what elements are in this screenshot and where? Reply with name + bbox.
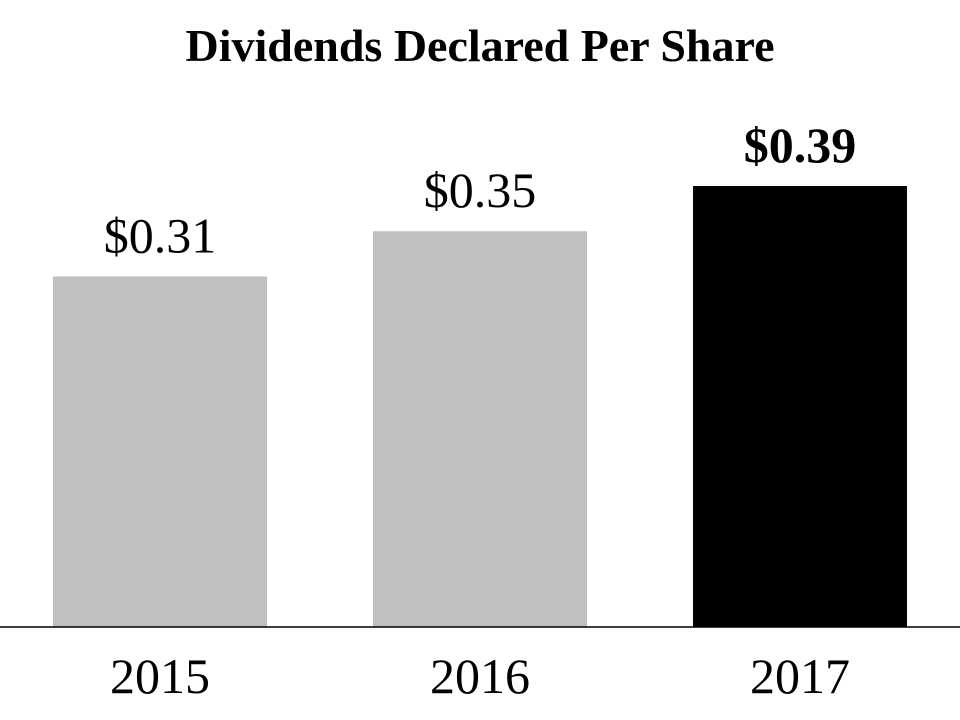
value-label-2015: $0.31	[104, 207, 217, 263]
bar-2016	[373, 231, 587, 627]
value-label-2016: $0.35	[424, 162, 537, 218]
x-tick-label-2015: 2015	[110, 648, 210, 704]
value-label-2017: $0.39	[744, 117, 857, 173]
chart-title: Dividends Declared Per Share	[185, 20, 775, 71]
bar-2017	[693, 186, 907, 627]
x-tick-labels-group: 2015 2016 2017	[110, 648, 850, 704]
bars-group	[53, 186, 907, 627]
bar-2015	[53, 276, 267, 627]
value-labels-group: $0.31 $0.35 $0.39	[104, 117, 857, 263]
x-tick-label-2016: 2016	[430, 648, 530, 704]
x-tick-label-2017: 2017	[750, 648, 850, 704]
